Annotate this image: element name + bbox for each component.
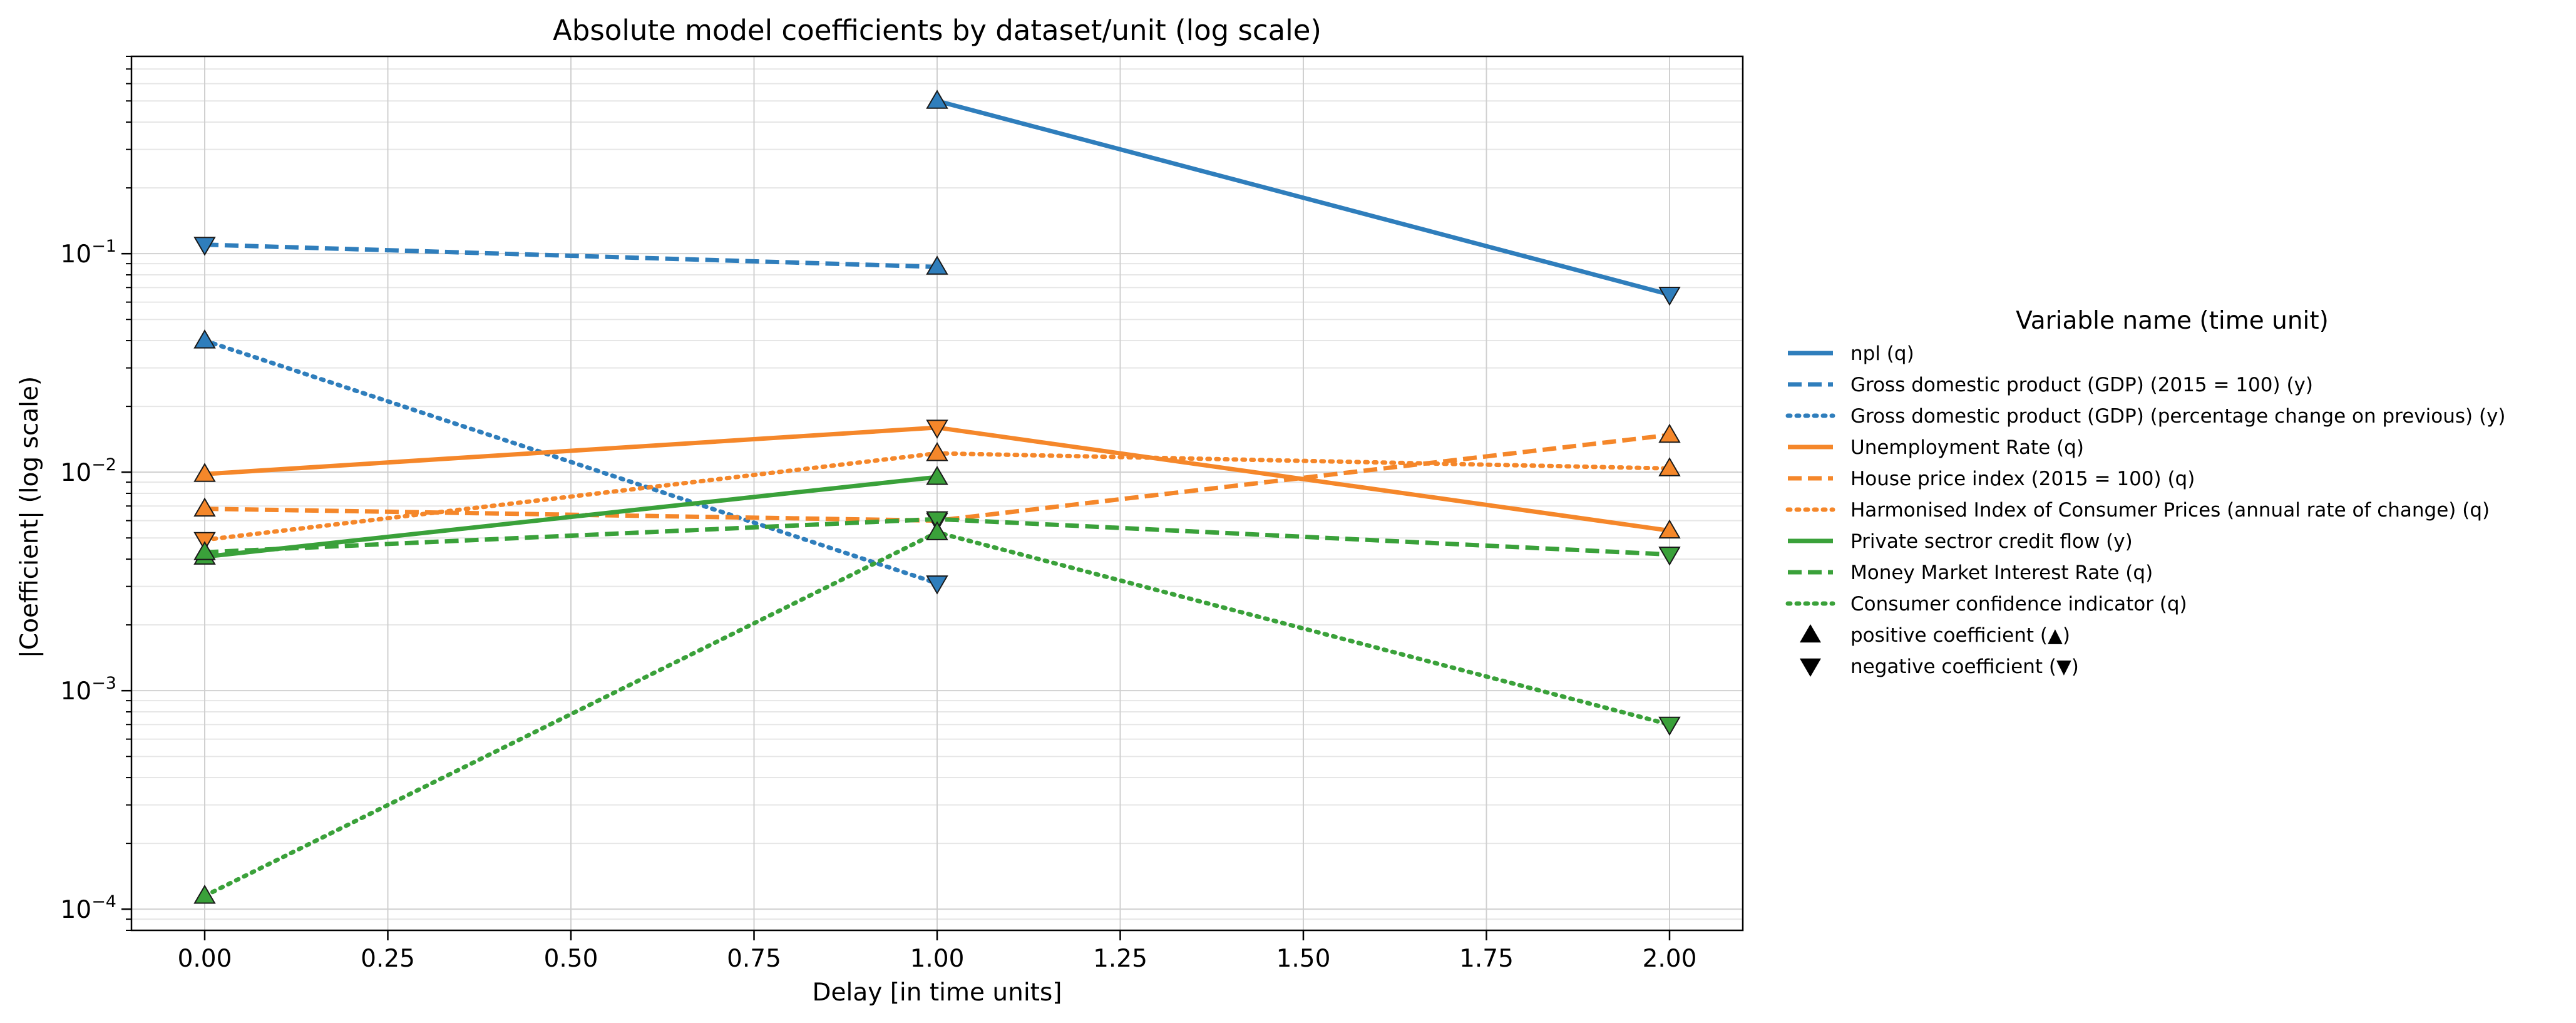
series-4 [193, 419, 1681, 539]
series-6 [193, 442, 1681, 552]
positive-coefficient-marker [193, 463, 216, 482]
legend-entry: Harmonised Index of Consumer Prices (ann… [1850, 499, 2490, 522]
positive-marker-legend-icon [1800, 624, 1821, 643]
y-tick-base: 10 [61, 240, 92, 269]
x-tick-label: 0.75 [727, 945, 781, 973]
x-tick-label: 0.50 [544, 945, 598, 973]
legend-entry: npl (q) [1850, 342, 1914, 365]
x-tick-label: 1.75 [1459, 945, 1514, 973]
x-tick-label: 2.00 [1643, 945, 1697, 973]
series-line [202, 338, 940, 586]
legend-entry: Private sectror credit flow (y) [1850, 530, 2133, 553]
positive-coefficient-marker [926, 521, 948, 540]
legend-entry: House price index (2015 = 100) (q) [1850, 468, 2195, 490]
legend: Variable name (time unit) npl (q) Gross d… [1785, 307, 2506, 678]
y-axis-label: |Coefficient| (log scale) [16, 376, 44, 659]
y-tick-label: 10−3 [61, 674, 116, 706]
y-tick-base: 10 [61, 459, 92, 487]
positive-coefficient-marker [926, 442, 948, 461]
x-tick-label: 0.00 [178, 945, 232, 973]
negative-coefficient-marker [1658, 286, 1681, 306]
y-tick-label: 10−4 [61, 892, 116, 924]
positive-coefficient-marker [193, 885, 216, 904]
x-tick-label: 1.00 [910, 945, 965, 973]
x-tick-label: 1.25 [1093, 945, 1147, 973]
y-tick-exponent: −4 [91, 892, 116, 912]
negative-coefficient-marker [1658, 716, 1681, 736]
series-8 [193, 511, 1681, 566]
x-tick-label: 0.25 [361, 945, 415, 973]
y-tick-label: 10−1 [61, 237, 116, 269]
positive-coefficient-marker [193, 329, 216, 349]
positive-coefficient-marker [926, 255, 948, 275]
positive-coefficient-marker [1658, 519, 1681, 539]
series-line [204, 475, 938, 559]
legend-marker-label: positive coefficient (▲) [1850, 624, 2070, 647]
series-3 [193, 329, 948, 595]
series-line [936, 98, 1670, 297]
positive-coefficient-marker [1658, 423, 1681, 443]
legend-entry: Gross domestic product (GDP) (2015 = 100… [1850, 374, 2313, 396]
legend-entry: Unemployment Rate (q) [1850, 436, 2084, 459]
negative-coefficient-marker [193, 237, 216, 256]
gridlines [131, 56, 1743, 931]
legend-entry: Money Market Interest Rate (q) [1850, 562, 2153, 584]
y-tick-label: 10−2 [61, 455, 116, 487]
positive-coefficient-marker [926, 465, 948, 485]
legend-entry: Gross domestic product (GDP) (percentage… [1850, 405, 2506, 428]
series-2 [193, 237, 948, 275]
y-tick-exponent: −3 [91, 674, 116, 693]
legend-marker-label: negative coefficient (▼) [1850, 655, 2079, 678]
y-tick-base: 10 [61, 896, 92, 924]
series-1 [926, 90, 1681, 306]
axes: 10−410−310−210−10.00 0.25 0.50 0.75 1.00 1.25… [61, 56, 1697, 973]
legend-title: Variable name (time unit) [2016, 307, 2329, 335]
x-tick-label: 1.50 [1276, 945, 1331, 973]
negative-coefficient-marker [926, 419, 948, 439]
negative-coefficient-marker [926, 511, 948, 531]
series-9 [193, 521, 1681, 904]
y-tick-exponent: −2 [91, 455, 116, 475]
positive-coefficient-marker [1658, 457, 1681, 476]
negative-marker-legend-icon [1800, 658, 1821, 677]
positive-coefficient-marker [193, 497, 216, 517]
positive-coefficient-marker [926, 90, 948, 109]
y-tick-base: 10 [61, 677, 92, 706]
y-tick-exponent: −1 [91, 237, 116, 256]
x-axis-label: Delay [in time units] [812, 979, 1062, 1007]
series-line [204, 242, 938, 269]
legend-entry: Consumer confidence indicator (q) [1850, 593, 2187, 615]
negative-coefficient-marker [1658, 547, 1681, 566]
positive-coefficient-marker [193, 541, 216, 560]
chart-title: Absolute model coefficients by dataset/u… [553, 14, 1321, 47]
plot-series [193, 90, 1681, 904]
negative-coefficient-marker [926, 575, 948, 595]
